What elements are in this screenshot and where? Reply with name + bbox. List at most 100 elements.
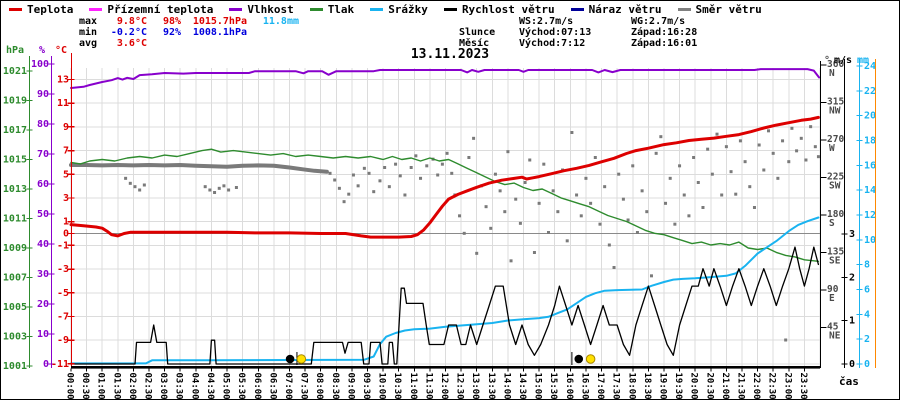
svg-text:13:00: 13:00: [470, 373, 480, 400]
svg-text:18:30: 18:30: [642, 373, 652, 400]
svg-text:100: 100: [31, 59, 49, 70]
svg-text:1005: 1005: [3, 302, 27, 313]
max-label: max: [79, 16, 98, 27]
svg-text:11:00: 11:00: [408, 373, 418, 400]
vlhkost-color-swatch: [229, 8, 243, 11]
legend-label: Vlhkost: [247, 3, 294, 16]
wind-speed-value: WS:2.7m/s: [519, 16, 574, 27]
svg-text:4: 4: [864, 309, 870, 320]
svg-text:SW: SW: [829, 181, 841, 192]
series-ms: [70, 246, 820, 365]
svg-text:22: 22: [864, 86, 876, 97]
svg-text:-3: -3: [57, 264, 69, 275]
avg-label: avg: [79, 38, 98, 49]
legend-label: Směr větru: [695, 3, 762, 16]
chart-date-title: 13.11.2023: [410, 47, 490, 62]
svg-text:16:30: 16:30: [579, 373, 589, 400]
svg-text:180: 180: [827, 209, 844, 220]
svg-text:17:00: 17:00: [595, 373, 605, 400]
svg-text:360: 360: [827, 59, 844, 70]
min-label: min: [79, 27, 98, 38]
svg-text:1015: 1015: [3, 155, 27, 166]
svg-text:1003: 1003: [3, 332, 27, 343]
sun-moon-markers: [285, 352, 596, 365]
conditions-panel: WS:2.7m/s WG:2.7m/s Slunce Východ:07:13 …: [459, 16, 697, 49]
max-pressure: 1015.7hPa: [192, 16, 247, 27]
svg-text:E: E: [829, 293, 835, 304]
prizemni-teplota-color-swatch: [89, 8, 103, 11]
svg-text:0: 0: [849, 359, 855, 370]
svg-text:11: 11: [57, 98, 69, 109]
sun-row: Slunce Východ:07:13 Západ:16:28: [459, 27, 697, 38]
svg-text:20:00: 20:00: [689, 373, 699, 400]
svg-text:90: 90: [827, 284, 839, 295]
legend-label: Srážky: [388, 3, 428, 16]
moon-label: Měsíc: [459, 38, 490, 49]
legend-label: Teplota: [27, 3, 74, 16]
svg-text:11:30: 11:30: [423, 373, 433, 400]
svg-text:02:30: 02:30: [143, 373, 153, 400]
stats-min-row: min -0.2°C 92% 1008.1hPa: [79, 27, 299, 38]
rychlost-vetru-color-swatch: [443, 8, 457, 11]
svg-text:6: 6: [864, 284, 870, 295]
naraz-vetru-color-swatch: [570, 8, 584, 11]
svg-text:00:00: 00:00: [65, 373, 75, 400]
svg-text:14:00: 14:00: [501, 373, 511, 400]
min-temperature: -0.2°C: [110, 27, 147, 38]
svg-text:12: 12: [864, 210, 876, 221]
svg-text:10: 10: [37, 329, 49, 340]
sun-label: Slunce: [459, 27, 496, 38]
svg-text:45: 45: [827, 322, 839, 333]
tlak-color-swatch: [309, 8, 323, 11]
svg-text:10:30: 10:30: [392, 373, 402, 400]
svg-text:19:30: 19:30: [673, 373, 683, 400]
daily-stats: max 9.8°C 98% 1015.7hPa 11.8mm min -0.2°…: [79, 16, 299, 49]
svg-text:18:00: 18:00: [626, 373, 636, 400]
svg-text:NW: NW: [829, 106, 841, 117]
moon-dot: [285, 354, 295, 364]
svg-text:1017: 1017: [3, 125, 27, 136]
svg-text:9: 9: [63, 122, 69, 133]
svg-text:50: 50: [37, 209, 49, 220]
svg-text:03:00: 03:00: [158, 373, 168, 400]
legend-item-smer-vetru: Směr větru: [677, 3, 762, 16]
svg-text:80: 80: [37, 119, 49, 130]
srazky-color-swatch: [370, 8, 384, 11]
sun-dot: [585, 354, 596, 364]
svg-text:hPa: hPa: [6, 45, 24, 56]
svg-text:1009: 1009: [3, 243, 27, 254]
legend-label: Tlak: [327, 3, 355, 16]
sunset-time: Západ:16:28: [631, 27, 698, 38]
svg-text:06:00: 06:00: [252, 373, 262, 400]
min-pressure: 1008.1hPa: [192, 27, 247, 38]
svg-text:20: 20: [864, 111, 876, 122]
svg-text:08:00: 08:00: [314, 373, 324, 400]
svg-text:90: 90: [37, 89, 49, 100]
svg-text:1013: 1013: [3, 184, 27, 195]
svg-text:mm: mm: [857, 55, 869, 66]
svg-text:40: 40: [37, 239, 49, 250]
svg-text:23:00: 23:00: [782, 373, 792, 400]
sun-dot: [296, 354, 307, 364]
svg-text:2: 2: [849, 272, 855, 283]
svg-text:16:00: 16:00: [564, 373, 574, 400]
smer-vetru-color-swatch: [677, 8, 691, 11]
svg-text:24: 24: [864, 61, 876, 72]
svg-text:14:30: 14:30: [517, 373, 527, 400]
svg-text:W: W: [829, 143, 835, 154]
svg-text:00:30: 00:30: [80, 373, 90, 400]
svg-text:3: 3: [849, 229, 855, 240]
moon-row: Měsíc Východ:7:12 Západ:16:01: [459, 38, 697, 49]
sunrise-time: Východ:07:13: [519, 27, 592, 38]
svg-text:60: 60: [37, 179, 49, 190]
svg-text:NE: NE: [829, 331, 841, 342]
teplota-color-swatch: [9, 8, 22, 11]
svg-text:13:30: 13:30: [486, 373, 496, 400]
svg-text:07:30: 07:30: [299, 373, 309, 400]
svg-text:22:30: 22:30: [767, 373, 777, 400]
svg-text:09:30: 09:30: [361, 373, 371, 400]
svg-text:06:30: 06:30: [267, 373, 277, 400]
svg-text:02:00: 02:00: [127, 373, 137, 400]
max-humidity: 98%: [162, 16, 181, 27]
